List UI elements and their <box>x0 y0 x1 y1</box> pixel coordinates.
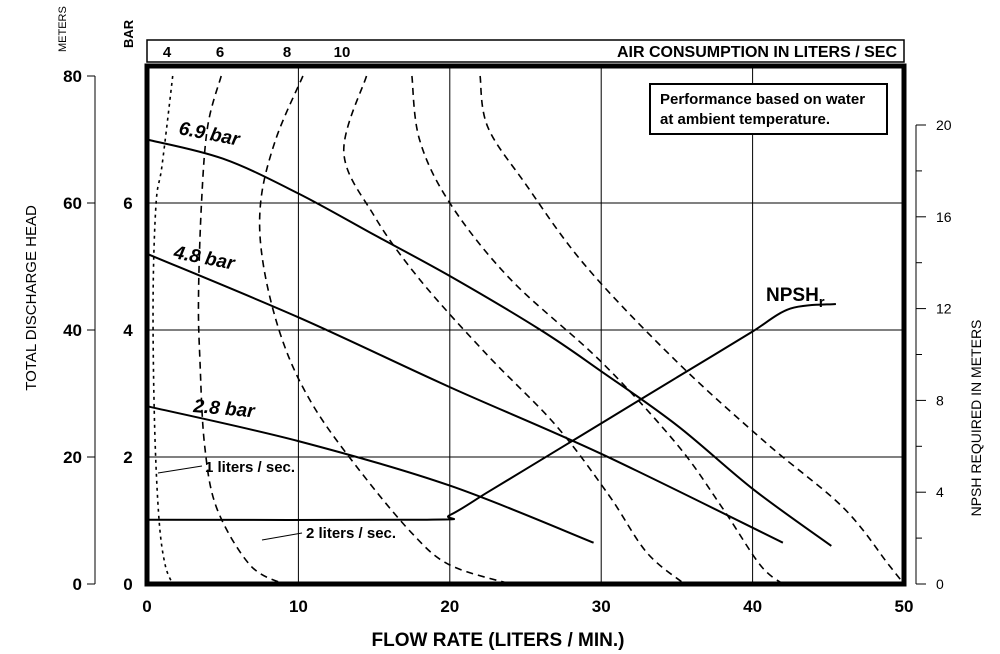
air-curve-1 <box>197 75 284 585</box>
meters-axis-ticks: 0 20 40 60 80 <box>63 67 95 594</box>
pressure-curve-69 <box>146 138 832 547</box>
bar-tick-2: 2 <box>123 448 132 467</box>
x-tick-20: 20 <box>440 597 459 616</box>
x-tick-40: 40 <box>743 597 762 616</box>
right-axis-label: NPSH REQUIRED IN METERS <box>968 320 984 517</box>
x-tick-0: 0 <box>142 597 151 616</box>
top-tick-6: 6 <box>216 44 224 61</box>
x-axis-label: FLOW RATE (LITERS / MIN.) <box>372 630 625 651</box>
meters-tick-40: 40 <box>63 321 82 340</box>
npsh-tick-8: 8 <box>936 392 944 408</box>
top-tick-10: 10 <box>334 44 351 61</box>
npsh-axis-ticks: 0 4 8 12 16 20 <box>916 117 952 592</box>
npsh-tick-20: 20 <box>936 117 952 133</box>
x-tick-50: 50 <box>895 597 914 616</box>
npsh-subscript: r <box>819 294 825 311</box>
data-curves <box>146 75 905 585</box>
npsh-tick-0: 0 <box>936 576 944 592</box>
air-curve-3 <box>342 75 686 585</box>
meters-unit-label: METERS <box>57 6 69 52</box>
pressure-curve-28 <box>146 405 594 544</box>
bar-tick-6: 6 <box>123 194 132 213</box>
bar-tick-0: 0 <box>123 575 132 594</box>
air-curve-5 <box>479 75 905 585</box>
pressure-curve-48 <box>146 252 784 544</box>
label-1-liters-sec: 1 liters / sec. <box>205 459 295 476</box>
meters-tick-20: 20 <box>63 448 82 467</box>
top-tick-4: 4 <box>163 44 172 61</box>
npsh-tick-12: 12 <box>936 301 952 317</box>
x-tick-10: 10 <box>289 597 308 616</box>
air-consumption-band <box>146 39 905 63</box>
npsh-curve <box>146 303 837 522</box>
air-curve-2 <box>258 75 511 585</box>
x-axis-ticks: 0 10 20 30 40 50 <box>142 597 913 616</box>
x-tick-30: 30 <box>592 597 611 616</box>
plot-frame <box>144 63 907 587</box>
npsh-tick-16: 16 <box>936 209 952 225</box>
meters-tick-0: 0 <box>73 575 82 594</box>
leader-1-liters <box>157 465 203 474</box>
left-axis-label: TOTAL DISCHARGE HEAD <box>23 205 40 391</box>
air-curve-4 <box>411 75 784 585</box>
note-box <box>649 83 888 135</box>
top-tick-8: 8 <box>283 44 291 61</box>
note-line-1: Performance based on water <box>660 91 865 108</box>
npsh-text: NPSH <box>766 285 819 306</box>
top-axis-label: AIR CONSUMPTION IN LITERS / SEC <box>617 44 897 61</box>
meters-tick-80: 80 <box>63 67 82 86</box>
bar-unit-label: BAR <box>121 19 136 48</box>
bar-axis-ticks: 0 2 4 6 <box>123 194 133 594</box>
label-2-liters-sec: 2 liters / sec. <box>306 525 396 542</box>
air-curve-0 <box>152 75 174 585</box>
grid-lines <box>147 66 904 584</box>
note-line-2: at ambient temperature. <box>660 111 830 128</box>
npsh-tick-4: 4 <box>936 484 944 500</box>
label-npshr: NPSHr <box>766 285 825 311</box>
meters-tick-60: 60 <box>63 194 82 213</box>
top-axis-ticks: 4 6 8 10 <box>163 44 351 61</box>
bar-tick-4: 4 <box>123 321 133 340</box>
leader-2-liters <box>261 532 303 541</box>
